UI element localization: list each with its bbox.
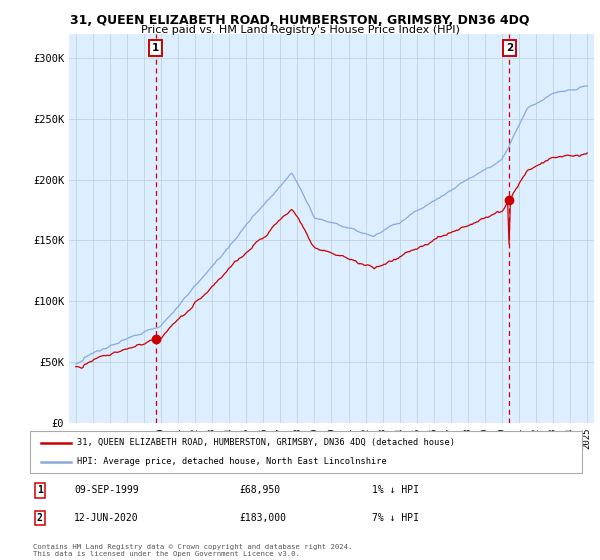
- Text: 31, QUEEN ELIZABETH ROAD, HUMBERSTON, GRIMSBY, DN36 4DQ (detached house): 31, QUEEN ELIZABETH ROAD, HUMBERSTON, GR…: [77, 438, 455, 447]
- Text: 2: 2: [37, 514, 43, 523]
- Text: £183,000: £183,000: [240, 514, 287, 523]
- Text: 7% ↓ HPI: 7% ↓ HPI: [372, 514, 419, 523]
- Text: Price paid vs. HM Land Registry's House Price Index (HPI): Price paid vs. HM Land Registry's House …: [140, 25, 460, 35]
- Text: 1: 1: [37, 486, 43, 496]
- Text: 31, QUEEN ELIZABETH ROAD, HUMBERSTON, GRIMSBY, DN36 4DQ: 31, QUEEN ELIZABETH ROAD, HUMBERSTON, GR…: [70, 14, 530, 27]
- Text: Contains HM Land Registry data © Crown copyright and database right 2024.
This d: Contains HM Land Registry data © Crown c…: [33, 544, 352, 557]
- Text: 1% ↓ HPI: 1% ↓ HPI: [372, 486, 419, 496]
- FancyBboxPatch shape: [30, 431, 582, 473]
- Text: HPI: Average price, detached house, North East Lincolnshire: HPI: Average price, detached house, Nort…: [77, 458, 386, 466]
- Text: 12-JUN-2020: 12-JUN-2020: [74, 514, 139, 523]
- Text: 09-SEP-1999: 09-SEP-1999: [74, 486, 139, 496]
- Text: £68,950: £68,950: [240, 486, 281, 496]
- Text: 2: 2: [506, 43, 513, 53]
- Text: 1: 1: [152, 43, 160, 53]
